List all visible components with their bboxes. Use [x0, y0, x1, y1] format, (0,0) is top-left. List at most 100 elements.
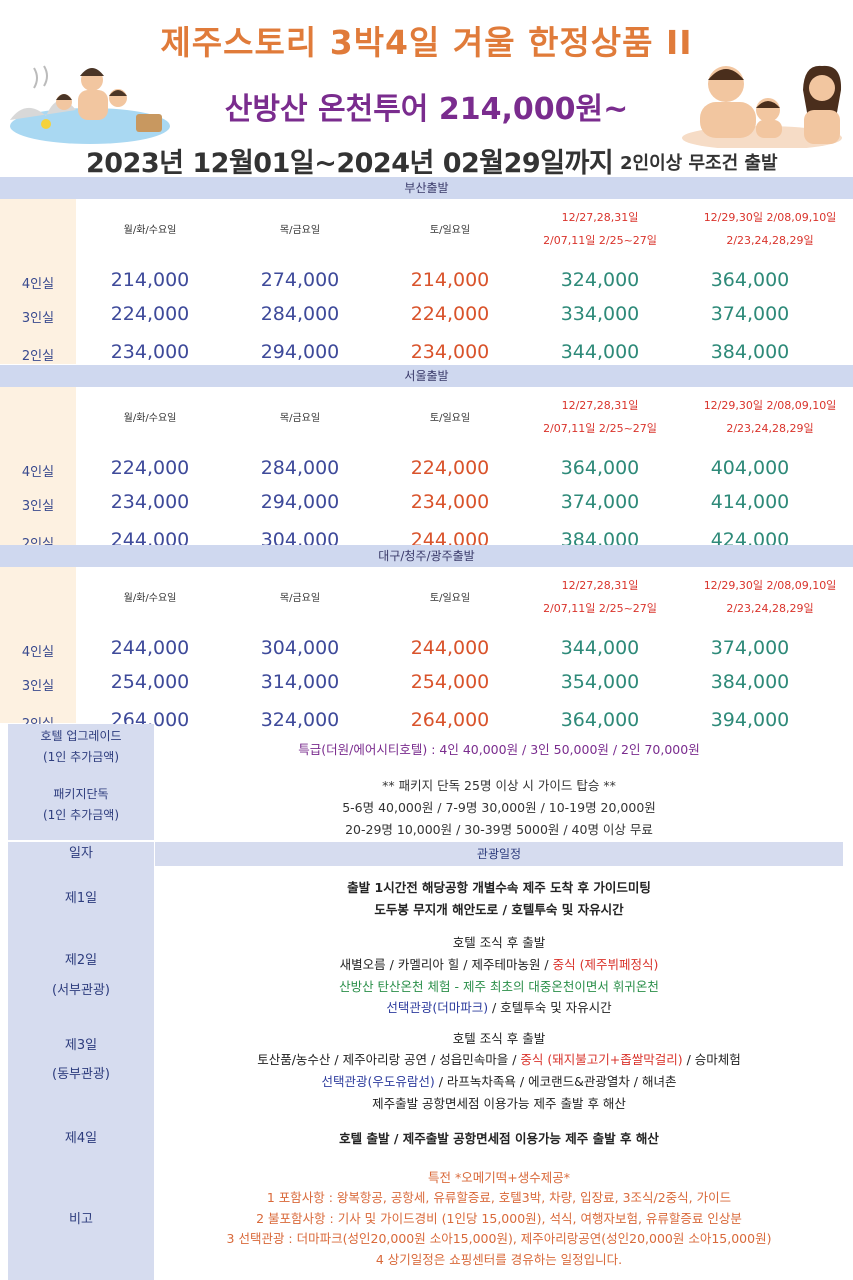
price-cell-1-1-3: 374,000 — [560, 491, 640, 513]
price-cell-1-0-0: 224,000 — [110, 457, 190, 479]
col-day-header: 일자 — [69, 846, 93, 861]
bathing-family-illustration — [682, 65, 842, 148]
price-cell-1-0-1: 284,000 — [260, 457, 340, 479]
room-column-bg-2 — [0, 567, 76, 723]
room-label-0-2: 2인실 — [21, 349, 55, 364]
day3-line-3-b: / 라프녹차족욕 / 에코랜드&관광열차 / 해녀촌 — [434, 1074, 677, 1089]
peak1-line2-0: 2/07,11일 2/25~27일 — [543, 234, 657, 247]
price-cell-1-1-1: 294,000 — [260, 491, 340, 513]
day3-line-4: 제주출발 공항면세점 이용가능 제주 출발 후 해산 — [372, 1096, 626, 1111]
day2-line-4-b: / 호텔투숙 및 자유시간 — [488, 1000, 612, 1015]
day3-sub: (동부관광) — [52, 1067, 110, 1082]
room-column-bg-0 — [0, 199, 76, 364]
price-cell-0-0-1: 274,000 — [260, 269, 340, 291]
day-header-1-2: 토/일요일 — [429, 413, 471, 424]
hot-spring-family-illustration — [10, 65, 170, 144]
price-cell-0-1-2: 224,000 — [410, 303, 490, 325]
title-line-1: 제주스토리 3박4일 겨울 한정상품 II — [160, 23, 693, 62]
package-sub: (1인 추가금액) — [42, 808, 119, 822]
section-bar-2: 대구/청주/광주출발 — [0, 545, 853, 567]
title-line-2: 산방산 온천투어 214,000원~ — [224, 92, 629, 127]
date-range: 2023년 12월01일~2024년 02월29일까지 — [86, 148, 614, 179]
day4-line: 호텔 출발 / 제주출발 공항면세점 이용가능 제주 출발 후 해산 — [339, 1131, 659, 1146]
hotel-upgrade-label: 호텔 업그레이드 — [40, 729, 122, 743]
day-header-1-0: 월/화/수요일 — [123, 413, 177, 424]
day3-lunch: 중식 (돼지불고기+좁쌀막걸리) — [520, 1052, 683, 1067]
itinerary-day-column — [8, 842, 154, 1280]
day-header-0-1: 목/금요일 — [279, 225, 321, 236]
price-cell-0-0-3: 324,000 — [560, 269, 640, 291]
price-cell-2-0-0: 244,000 — [110, 637, 190, 659]
price-cell-1-0-4: 404,000 — [710, 457, 790, 479]
price-cell-2-2-4: 394,000 — [710, 709, 790, 731]
price-cell-0-1-4: 374,000 — [710, 303, 790, 325]
day-header-2-1: 목/금요일 — [279, 593, 321, 604]
peak1-line2-2: 2/07,11일 2/25~27일 — [543, 602, 657, 615]
price-cell-2-2-3: 364,000 — [560, 709, 640, 731]
page-header: 제주스토리 3박4일 겨울 한정상품 II 산방산 온천투어 214,000원~… — [0, 0, 853, 179]
peak2-line2-0: 2/23,24,28,29일 — [726, 234, 814, 247]
day2-sub: (서부관광) — [52, 983, 110, 998]
day3-line-3: 선택관광(우도유람선) / 라프녹차족욕 / 에코랜드&관광열차 / 해녀촌 — [155, 1073, 843, 1091]
peak1-line1-0: 12/27,28,31일 — [561, 211, 639, 224]
package-label: 패키지단독 — [53, 787, 109, 801]
day2-lunch: 중식 (제주뷔페정식) — [552, 957, 659, 972]
min-people-note: 2인이상 무조건 출발 — [620, 153, 778, 174]
room-label-1-1: 3인실 — [21, 499, 55, 514]
price-cell-0-2-0: 234,000 — [110, 341, 190, 363]
price-cell-0-2-3: 344,000 — [560, 341, 640, 363]
price-cell-0-0-0: 214,000 — [110, 269, 190, 291]
room-label-0-0: 4인실 — [21, 277, 55, 292]
day1-line-1: 출발 1시간전 해당공항 개별수속 제주 도착 후 가이드미팅 — [347, 880, 651, 895]
price-cell-2-1-0: 254,000 — [110, 671, 190, 693]
price-cell-2-0-1: 304,000 — [260, 637, 340, 659]
package-line-1: ** 패키지 단독 25명 이상 시 가이드 탑승 ** — [382, 778, 616, 793]
hotel-upgrade-text: 특급(더원/에어시티호텔) : 4인 40,000원 / 3인 50,000원 … — [298, 742, 700, 757]
day2-line-2: 새별오름 / 카멜리아 힐 / 제주테마농원 / 중식 (제주뷔페정식) — [155, 956, 843, 974]
price-cell-1-1-4: 414,000 — [710, 491, 790, 513]
day4-label: 제4일 — [64, 1131, 98, 1146]
price-cell-0-2-1: 294,000 — [260, 341, 340, 363]
price-cell-0-2-2: 234,000 — [410, 341, 490, 363]
section-bar-0: 부산출발 — [0, 177, 853, 199]
peak2-line1-0: 12/29,30일 2/08,09,10일 — [703, 211, 837, 224]
price-cell-1-1-2: 234,000 — [410, 491, 490, 513]
day2-line-2-a: 새별오름 / 카멜리아 힐 / 제주테마농원 / — [339, 957, 553, 972]
notes-line-4: 4 상기일정은 쇼핑센터를 경유하는 일정입니다. — [375, 1252, 623, 1267]
price-cell-0-1-3: 334,000 — [560, 303, 640, 325]
day3-label: 제3일 — [64, 1038, 98, 1053]
notes-line-2: 2 불포함사항 : 기사 및 가이드경비 (1인당 15,000원), 석식, … — [256, 1211, 742, 1226]
price-cell-0-2-4: 384,000 — [710, 341, 790, 363]
room-label-2-1: 3인실 — [21, 679, 55, 694]
price-cell-2-0-3: 344,000 — [560, 637, 640, 659]
price-cell-0-1-0: 224,000 — [110, 303, 190, 325]
price-cell-2-2-1: 324,000 — [260, 709, 340, 731]
price-cell-2-1-1: 314,000 — [260, 671, 340, 693]
room-column-bg-1 — [0, 387, 76, 552]
day3-line-2: 토산품/농수산 / 제주아리랑 공연 / 성읍민속마을 / 중식 (돼지불고기+… — [155, 1051, 843, 1069]
notes-line-0: 특전 *오메기떡+생수제공* — [428, 1170, 570, 1185]
peak2-line1-1: 12/29,30일 2/08,09,10일 — [703, 399, 837, 412]
day2-line-4: 선택관광(더마파크) / 호텔투숙 및 자유시간 — [155, 999, 843, 1017]
price-cell-2-0-4: 374,000 — [710, 637, 790, 659]
price-cell-2-2-2: 264,000 — [410, 709, 490, 731]
peak1-line2-1: 2/07,11일 2/25~27일 — [543, 422, 657, 435]
day2-optional-tour: 선택관광(더마파크) — [386, 1000, 489, 1015]
day1-line-2: 도두봉 무지개 해안도로 / 호텔투숙 및 자유시간 — [374, 902, 624, 917]
day-header-1-1: 목/금요일 — [279, 413, 321, 424]
notes-label: 비고 — [69, 1212, 93, 1227]
peak2-line1-2: 12/29,30일 2/08,09,10일 — [703, 579, 837, 592]
price-cell-2-0-2: 244,000 — [410, 637, 490, 659]
day1-label: 제1일 — [64, 891, 98, 906]
peak2-line2-1: 2/23,24,28,29일 — [726, 422, 814, 435]
day3-optional-tour: 선택관광(우도유람선) — [321, 1074, 435, 1089]
peak1-line1-2: 12/27,28,31일 — [561, 579, 639, 592]
notes-line-1: 1 포함사항 : 왕복항공, 공항세, 유류할증료, 호텔3박, 차량, 입장료… — [266, 1190, 732, 1205]
day2-label: 제2일 — [64, 953, 98, 968]
col-plan-header: 관광일정 — [155, 842, 843, 866]
day-header-0-2: 토/일요일 — [429, 225, 471, 236]
day3-line-2-c: / 승마체험 — [682, 1052, 741, 1067]
price-cell-0-1-1: 284,000 — [260, 303, 340, 325]
hotel-upgrade-sub: (1인 추가금액) — [42, 750, 119, 764]
package-line-3: 20-29명 10,000원 / 30-39명 5000원 / 40명 이상 무… — [345, 822, 653, 837]
